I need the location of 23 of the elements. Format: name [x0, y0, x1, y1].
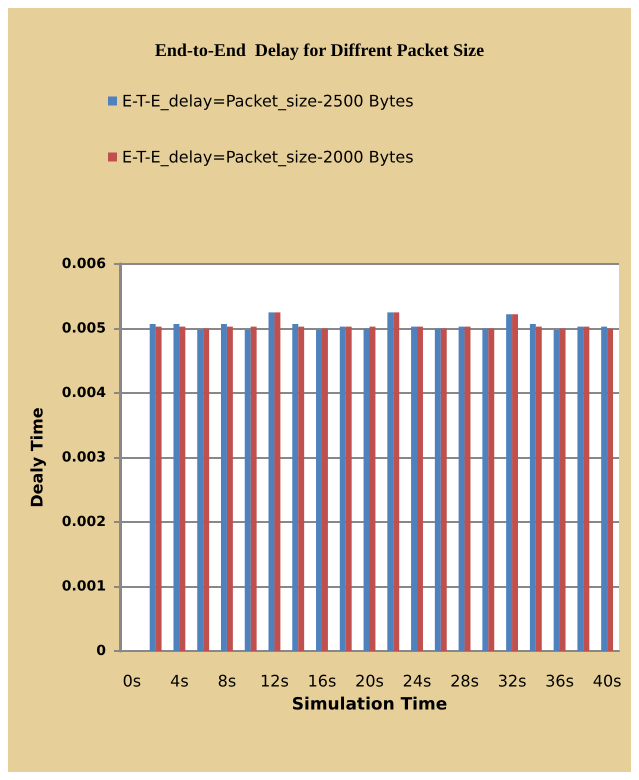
legend-label: E-T-E_delay=Packet_size-2000 Bytes [122, 148, 414, 166]
y-tick-label: 0.006 [62, 256, 106, 272]
x-tick-label: 12s [260, 672, 289, 690]
x-tick-label: 36s [545, 672, 574, 690]
y-tick-label: 0.003 [62, 450, 106, 466]
x-tick-label: 16s [308, 672, 336, 690]
x-tick-label: 32s [498, 672, 526, 690]
y-tick-label: 0.002 [62, 514, 106, 530]
x-tick-label: 8s [218, 672, 236, 690]
y-tick-label: 0 [96, 643, 106, 659]
y-axis-title: Dealy Time [28, 407, 46, 508]
y-tick-label: 0.001 [62, 578, 106, 594]
x-tick-label: 40s [592, 672, 622, 690]
x-tick-label: 0s [122, 672, 142, 690]
x-tick-label: 20s [355, 672, 384, 690]
y-tick-label: 0.005 [62, 320, 106, 336]
x-axis-title: Simulation Time [292, 694, 448, 714]
chart-title: End-to-End Delay for Diffrent Packet Size [154, 40, 484, 60]
x-tick-label: 24s [402, 672, 432, 690]
y-tick-label: 0.004 [62, 385, 106, 401]
x-tick-label: 28s [450, 672, 479, 690]
x-tick-label: 4s [170, 672, 189, 690]
legend-label: E-T-E_delay=Packet_size-2500 Bytes [122, 92, 414, 110]
